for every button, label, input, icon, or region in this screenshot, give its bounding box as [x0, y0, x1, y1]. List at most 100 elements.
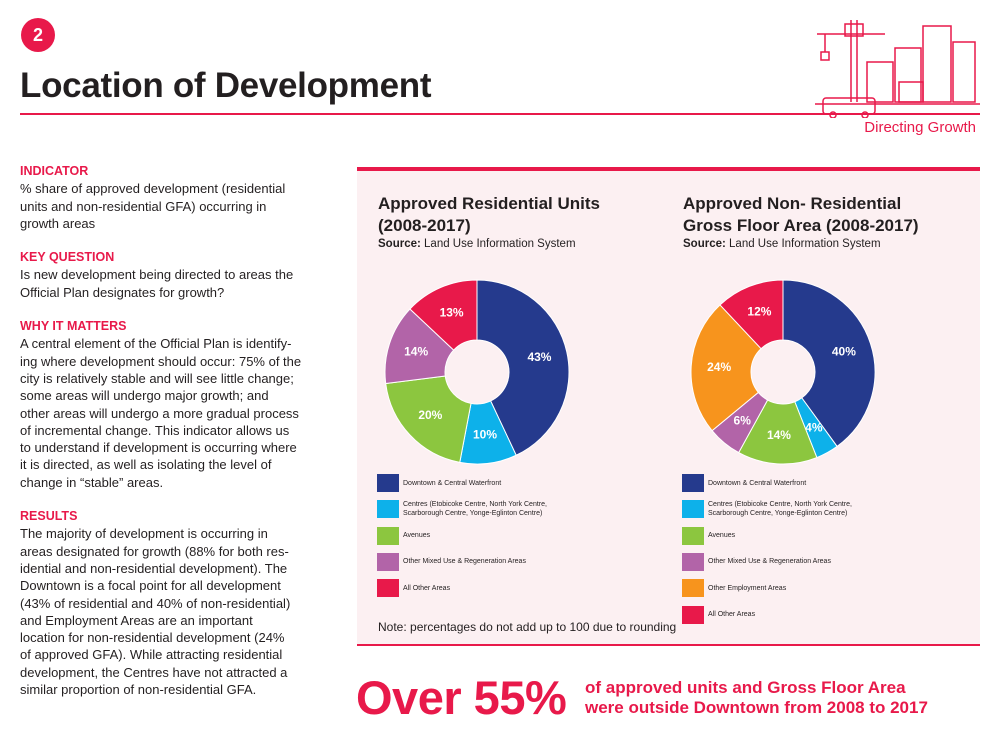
legend-swatch [682, 474, 704, 492]
donut-chart: 40% 4% 14% 6% 24% 12% [690, 279, 876, 465]
legend-swatch [377, 526, 399, 545]
legend-swatch [377, 474, 399, 492]
sidebar-text: other areas will undergo a more gradual … [20, 405, 299, 421]
sidebar: INDICATOR % share of approved development… [20, 163, 340, 698]
legend-item: Centres (Etobicoke Centre, North York Ce… [377, 500, 583, 519]
sidebar-text: Is new development being directed to are… [20, 267, 294, 283]
sidebar-text: of incremental change. This indicator al… [20, 422, 290, 438]
legend-item: Other Mixed Use & Regeneration Areas [377, 552, 583, 571]
legend-label: Other Mixed Use & Regeneration Areas [403, 558, 526, 566]
section-label: Directing Growth [864, 119, 976, 136]
chart-title: Approved Residential Units (2008-2017) [378, 194, 600, 235]
sidebar-text: units and non-residential GFA) occurring… [20, 198, 267, 214]
legend-swatch [682, 500, 704, 519]
sidebar-text: (43% of residential and 40% of non-resid… [20, 595, 291, 611]
legend-label: All Other Areas [403, 584, 451, 592]
legend-item: Avenues [682, 526, 888, 545]
chart-source: Source: Land Use Information System [683, 238, 951, 250]
legend-item: Downtown & Central Waterfront [682, 474, 888, 492]
legend-swatch [682, 579, 704, 598]
legend-swatch [377, 552, 399, 571]
donut-slice [384, 308, 455, 385]
donut-slice [409, 279, 478, 351]
legend-label: Other Employment Areas [708, 584, 787, 592]
legend-label: Avenues [403, 532, 431, 540]
callout-number: Over 55% [356, 671, 567, 724]
legend-item: Other Mixed Use & Regeneration Areas [682, 552, 888, 571]
donut-slice [782, 279, 876, 448]
source-text: Land Use Information System [729, 238, 881, 250]
donut-slice [737, 399, 818, 465]
chart-source: Source: Land Use Information System [378, 238, 646, 250]
legend-label: Other Mixed Use & Regeneration Areas [708, 558, 831, 566]
sidebar-text: ing where development should occur: 75% … [20, 353, 302, 369]
sidebar-text: some areas will undergo major growth; an… [20, 388, 269, 404]
slice-label: 20% [418, 408, 442, 422]
sidebar-text: The majority of development is occurring… [20, 526, 268, 542]
sidebar-text: growth areas [20, 215, 96, 231]
slice-label: 10% [473, 428, 497, 442]
legend-swatch [377, 500, 399, 519]
source-label: Source: [378, 238, 421, 250]
sidebar-text: Official Plan designates for growth? [20, 284, 225, 300]
sidebar-text: idential and non-residential development… [20, 560, 288, 576]
sidebar-text: it is directed, as well as isolating the… [20, 457, 272, 473]
legend-label: Avenues [708, 532, 736, 540]
slice-label: 14% [767, 428, 791, 442]
donut-slice [719, 279, 784, 350]
legend-label: Centres (Etobicoke Centre, North York Ce… [403, 501, 547, 518]
slice-label: 40% [832, 344, 856, 358]
legend-item: Centres (Etobicoke Centre, North York Ce… [682, 500, 888, 519]
slice-label: 43% [527, 350, 551, 364]
sidebar-text: city is relatively stable and will see l… [20, 370, 294, 386]
legend-item: All Other Areas [682, 605, 888, 624]
chart-header: Approved Residential Units (2008-2017) So… [378, 193, 646, 250]
donut-slice [476, 279, 570, 456]
sidebar-text: of approved GFA). While attracting resid… [20, 647, 283, 663]
sidebar-text: and Employment Areas are an important [20, 612, 253, 628]
slice-label: 24% [707, 360, 731, 374]
donut-slice [385, 375, 472, 463]
page-title: Location of Development [20, 66, 432, 105]
note: Note: percentages do not add up to 100 d… [378, 620, 677, 634]
donut-slice [690, 304, 762, 432]
sidebar-heading: RESULTS [20, 509, 78, 524]
source-label: Source: [683, 238, 726, 250]
slice-label: 6% [734, 413, 752, 427]
city-icon [815, 20, 980, 118]
legend-item: Other Employment Areas [682, 579, 888, 598]
legend-item: All Other Areas [377, 579, 583, 598]
legend-swatch [682, 526, 704, 545]
legend-swatch [682, 605, 704, 624]
slice-label: 12% [747, 305, 771, 319]
section-badge: 2 [21, 18, 55, 52]
slice-label: 14% [404, 344, 428, 358]
sidebar-text: to understand if development is occurrin… [20, 440, 297, 456]
sidebar-heading: WHY IT MATTERS [20, 319, 127, 334]
chart-title: Approved Non- Residential Gross Floor Ar… [683, 194, 919, 235]
legend-label: All Other Areas [708, 611, 756, 618]
legend-item: Avenues [377, 526, 583, 545]
source-text: Land Use Information System [424, 238, 576, 250]
sidebar-text: % share of approved development (residen… [20, 181, 286, 197]
sidebar-text: Downtown is a focal point for all develo… [20, 578, 281, 594]
sidebar-text: areas designated for growth (88% for bot… [20, 543, 289, 559]
legend-label: Downtown & Central Waterfront [708, 479, 807, 487]
title-rule [20, 113, 980, 115]
donut-chart: 43% 10% 20% 14% 13% [384, 279, 570, 465]
sidebar-text: A central element of the Official Plan i… [20, 336, 292, 352]
legend-item: Downtown & Central Waterfront [377, 474, 583, 492]
sidebar-text: development, the Centres have not attrac… [20, 664, 288, 680]
slice-label: 4% [805, 420, 823, 434]
legend-swatch [682, 552, 704, 571]
sidebar-text: location for non-residential development… [20, 630, 285, 646]
callout-line: were outside Downtown from 2008 to 2017 [585, 698, 928, 717]
slice-label: 13% [440, 305, 464, 319]
sidebar-text: change in “stable” areas. [20, 474, 164, 490]
callout-text: of approved units and Gross Floor Area we… [585, 678, 928, 718]
sidebar-heading: INDICATOR [20, 164, 89, 178]
sidebar-text: similar proportion of non-residential GF… [20, 682, 257, 698]
sidebar-heading: KEY QUESTION [20, 250, 115, 265]
legend-label: Centres (Etobicoke Centre, North York Ce… [708, 501, 852, 518]
